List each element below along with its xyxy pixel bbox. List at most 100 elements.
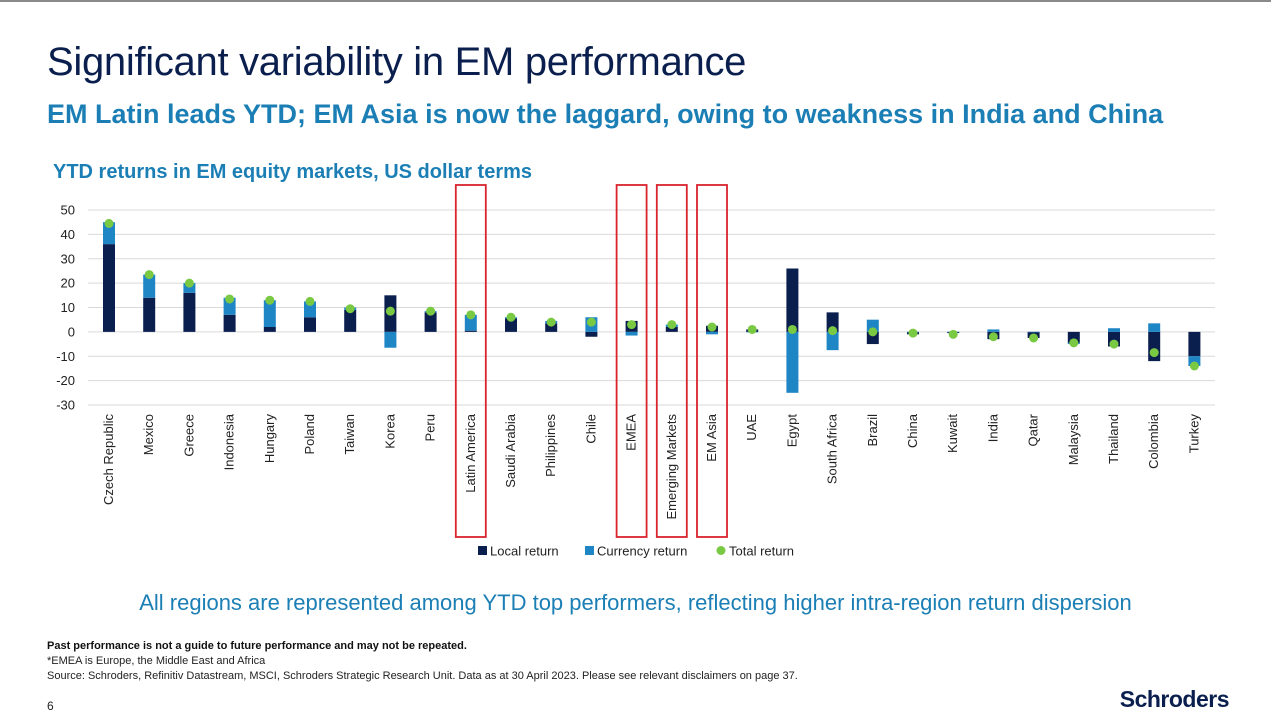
point-total-return (1149, 348, 1159, 358)
legend-swatch-currency (585, 546, 594, 555)
point-total-return (828, 326, 838, 336)
bar-local-return (424, 312, 437, 332)
y-tick-label: 30 (61, 251, 75, 266)
bar-local-return (585, 331, 598, 337)
bar-currency-return (1188, 356, 1201, 366)
y-axis-ticks: 50 40 30 20 10 0 -10 -20 -30 (56, 203, 75, 413)
x-tick-label: China (905, 413, 920, 448)
bar-currency-return (826, 331, 839, 351)
bar-local-return (103, 244, 115, 332)
bar-currency-return (1148, 323, 1161, 332)
bar-local-return (304, 317, 316, 332)
point-total-return (225, 294, 235, 304)
y-tick-label: -20 (56, 373, 75, 388)
point-total-return (546, 317, 556, 327)
performance-disclaimer: Past performance is not a guide to futur… (47, 640, 467, 652)
point-total-return (667, 320, 677, 330)
point-total-return (586, 317, 596, 327)
point-total-return (506, 312, 516, 322)
bar-currency-return (384, 331, 397, 348)
legend: Local return Currency return Total retur… (478, 544, 794, 559)
y-tick-label: 0 (68, 324, 75, 339)
x-tick-label: Colombia (1146, 413, 1161, 469)
x-tick-label: Thailand (1106, 414, 1121, 464)
x-tick-label: UAE (744, 414, 759, 441)
bar-local-return (545, 323, 558, 332)
point-total-return (707, 322, 717, 332)
highlight-box (655, 184, 688, 538)
bar-local-return (665, 327, 678, 332)
point-total-return (305, 296, 315, 306)
point-total-return (184, 278, 194, 288)
point-total-return (988, 332, 998, 342)
x-tick-label: India (985, 413, 1000, 442)
point-total-return (627, 320, 637, 330)
page-number: 6 (47, 699, 54, 713)
highlight-box (454, 184, 487, 538)
schroders-logo: Schroders (1119, 686, 1230, 712)
bar-local-return (263, 327, 276, 332)
bar-currency-return (1108, 328, 1120, 332)
x-tick-label: Turkey (1186, 414, 1201, 454)
x-tick-label: Poland (302, 414, 317, 454)
point-total-return (385, 306, 395, 316)
y-tick-label: -30 (56, 398, 75, 413)
point-total-return (1069, 338, 1079, 348)
point-total-return (104, 218, 114, 228)
y-tick-label: -10 (56, 349, 75, 364)
x-tick-label: Peru (423, 414, 438, 441)
point-total-return (345, 304, 355, 314)
point-total-return (747, 324, 757, 334)
x-tick-label: EM Asia (704, 413, 719, 461)
bar-currency-return (304, 301, 316, 318)
bar-local-return (505, 318, 517, 332)
point-total-return (1109, 339, 1119, 349)
chart-title: YTD returns in EM equity markets, US dol… (53, 161, 532, 183)
highlight-boxes (454, 184, 728, 538)
point-total-return (144, 270, 154, 280)
point-total-return (1029, 333, 1039, 343)
bar-local-return (1067, 331, 1080, 343)
gridlines (88, 209, 1215, 406)
bar-local-return (143, 297, 156, 332)
point-total-return (265, 295, 275, 305)
x-tick-label: EMEA (624, 414, 639, 451)
highlight-box (696, 184, 728, 538)
bar-currency-return (143, 274, 156, 298)
bar-local-return (464, 330, 477, 332)
bar-currency-return (263, 300, 276, 327)
legend-label-currency: Currency return (597, 544, 687, 559)
point-total-return (948, 329, 958, 339)
page-title: Significant variability in EM performanc… (47, 40, 747, 84)
x-tick-label: Mexico (141, 414, 156, 455)
bar-local-return (1188, 331, 1201, 357)
x-tick-label: Philippines (543, 414, 558, 477)
bar-currency-return (464, 314, 477, 331)
x-tick-label: Egypt (784, 414, 799, 448)
bar-currency-return (103, 222, 115, 245)
total-return-points (104, 218, 1199, 371)
x-tick-label: Saudi Arabia (503, 413, 518, 487)
point-total-return (1189, 361, 1199, 371)
x-tick-label: Czech Republic (101, 414, 116, 506)
x-tick-label: Chile (583, 414, 598, 444)
x-tick-label: Korea (382, 413, 397, 448)
point-total-return (868, 327, 878, 337)
point-total-return (426, 306, 436, 316)
x-tick-label: Greece (181, 414, 196, 457)
chart-takeaway: All regions are represented among YTD to… (139, 590, 1132, 615)
bar-currency-return (706, 331, 718, 335)
x-tick-label: Kuwait (945, 414, 960, 453)
legend-label-total: Total return (729, 544, 794, 559)
x-tick-label: Hungary (262, 414, 277, 464)
bar-local-return (344, 309, 357, 332)
y-tick-label: 50 (61, 203, 75, 218)
x-tick-label: Qatar (1026, 413, 1041, 446)
legend-marker-total (716, 546, 726, 555)
point-total-return (787, 324, 797, 334)
bar-local-return (826, 312, 839, 332)
top-rule (0, 0, 1271, 2)
x-tick-label: Malaysia (1066, 413, 1081, 465)
bar-currency-return (987, 329, 1000, 332)
x-axis-labels: Czech Republic Mexico Greece Indonesia Hunga… (101, 413, 1201, 519)
